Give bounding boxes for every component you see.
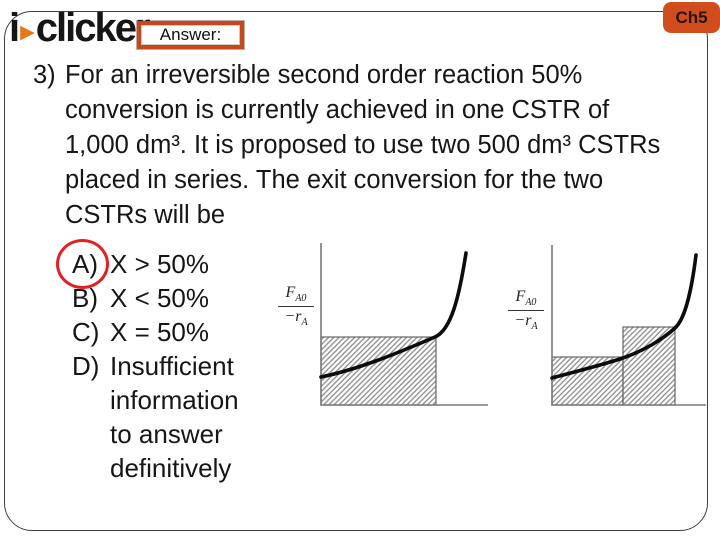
chapter-badge-label: Ch5 [675,7,708,27]
y-axis-numerator: FA0 [278,285,314,308]
answer-box: Answer: [137,21,244,49]
question-text: 3) For an irreversible second order react… [33,58,693,233]
y-axis-denominator: −rA [284,308,308,329]
cstr1-area-rect [551,356,624,406]
plot-axes [320,243,488,406]
plot-axes [551,245,706,406]
option-d[interactable]: D) Insufficient information to answer de… [72,349,239,485]
option-d-label: D) [72,351,100,381]
option-c-label: C) [72,317,100,347]
y-axis-denominator: −rA [514,312,538,333]
option-a-text: X > 50% [110,249,210,279]
option-b[interactable]: B) X < 50% [72,281,239,315]
correct-answer-circle [56,239,109,289]
y-axis-label-right: FA0 −rA [508,289,544,332]
question-number: 3) [33,61,56,89]
y-axis-label-left: FA0 −rA [278,285,314,328]
levenspiel-curve [550,253,698,380]
option-d-text: Insufficient information to answer defin… [110,351,239,483]
question-line: CSTRs will be [65,201,226,229]
play-triangle-icon: ▶ [20,21,35,43]
option-c-text: X = 50% [110,317,210,347]
question-line: For an irreversible second order reactio… [65,61,583,89]
logo-prefix: i [9,6,20,50]
levenspiel-curve [319,251,468,379]
option-c[interactable]: C) X = 50% [72,315,239,349]
option-a[interactable]: A) X > 50% [72,247,239,281]
option-b-text: X < 50% [110,283,210,313]
slide-border [4,11,708,531]
levenspiel-plot-two-cstrs [550,245,706,406]
iclicker-logo: i ▶ clicker [9,6,151,51]
chapter-badge: Ch5 [663,2,720,33]
cstr2-area-rect [622,326,676,406]
option-a-label: A) [72,249,98,279]
logo-suffix: clicker [35,6,151,50]
question-line: conversion is currently achieved in one … [65,96,610,124]
options-list: A) X > 50% B) X < 50% C) X = 50% D) Insu… [72,247,239,485]
question-line: placed in series. The exit conversion fo… [65,166,604,194]
levenspiel-plot-single-cstr [319,243,488,406]
answer-label: Answer: [159,25,222,44]
question-line: 1,000 dm³. It is proposed to use two 500… [65,131,661,159]
option-b-label: B) [72,283,98,313]
y-axis-numerator: FA0 [508,289,544,312]
cstr-area-rect [320,336,437,406]
